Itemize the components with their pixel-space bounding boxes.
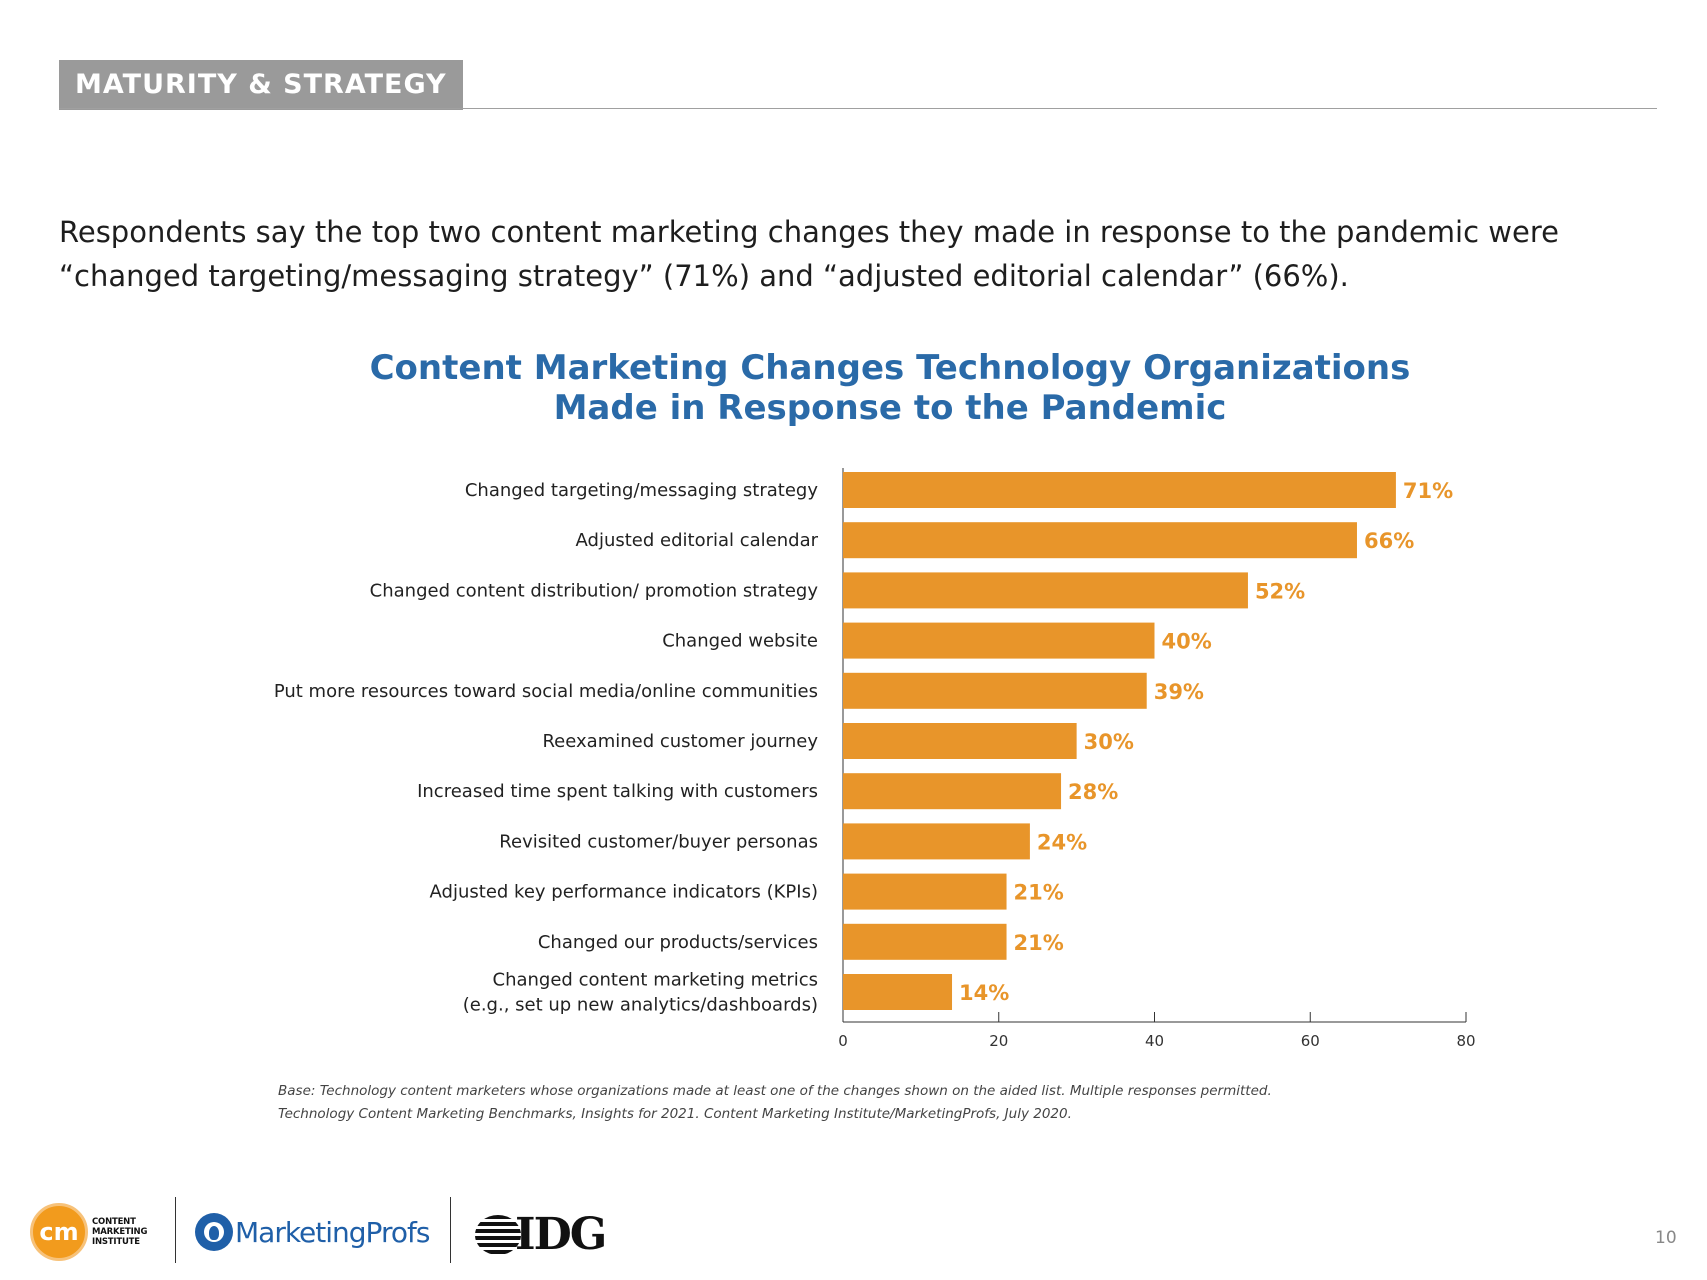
intro-text: Respondents say the top two content mark… <box>59 215 1559 293</box>
cmi-logo-line: INSTITUTE <box>92 1237 140 1247</box>
idg-wordmark: IDG <box>515 1209 607 1260</box>
x-tick-label: 40 <box>1145 1032 1164 1050</box>
x-tick-label: 60 <box>1301 1032 1320 1050</box>
value-label: 52% <box>1255 579 1305 603</box>
chart-title: Content Marketing Changes Technology Org… <box>300 348 1480 428</box>
category-label: Increased time spent talking with custom… <box>417 781 818 802</box>
value-label: 21% <box>1014 931 1064 955</box>
footnote-base: Base: Technology content marketers whose… <box>278 1083 1272 1099</box>
value-label: 39% <box>1154 680 1204 704</box>
category-label: Revisited customer/buyer personas <box>499 831 818 852</box>
cmi-logo: cm CONTENT MARKETING INSTITUTE <box>30 1203 180 1263</box>
category-label: Changed targeting/messaging strategy <box>465 480 818 501</box>
category-label: Changed content distribution/ promotion … <box>370 580 819 601</box>
category-label: Changed content marketing metrics <box>493 970 818 991</box>
value-label: 28% <box>1068 780 1118 804</box>
value-label: 24% <box>1037 830 1087 854</box>
category-label: Reexamined customer journey <box>542 731 818 752</box>
logo-divider <box>450 1197 451 1263</box>
marketingprofs-logo: MarketingProfs <box>195 1213 430 1257</box>
value-label: 30% <box>1084 730 1134 754</box>
idg-logo: IDG <box>475 1209 607 1260</box>
footnote-source: Technology Content Marketing Benchmarks,… <box>278 1106 1072 1122</box>
value-label: 71% <box>1403 479 1453 503</box>
bar <box>843 522 1357 559</box>
footnote: Base: Technology content marketers whose… <box>278 1080 1478 1126</box>
bar <box>843 974 953 1010</box>
x-tick-label: 80 <box>1456 1032 1475 1050</box>
idg-globe-icon <box>475 1214 521 1255</box>
chart-title-line-1: Content Marketing Changes Technology Org… <box>369 348 1411 388</box>
page-number: 10 <box>1655 1228 1677 1248</box>
bar <box>843 773 1062 810</box>
logo-divider <box>175 1197 176 1263</box>
bar <box>843 723 1077 759</box>
marketingprofs-icon <box>195 1213 233 1251</box>
category-label: (e.g., set up new analytics/dashboards) <box>463 995 818 1016</box>
cmi-logo-line: MARKETING <box>92 1227 148 1237</box>
category-label: Put more resources toward social media/o… <box>274 681 818 702</box>
section-tag: MATURITY & STRATEGY <box>59 60 463 110</box>
bar <box>843 622 1155 659</box>
cmi-logo-text: CONTENT MARKETING INSTITUTE <box>92 1217 182 1247</box>
category-label: Changed website <box>662 631 818 652</box>
x-tick-label: 0 <box>838 1032 848 1050</box>
cmi-logo-line: CONTENT <box>92 1217 136 1227</box>
value-label: 40% <box>1162 630 1212 654</box>
category-label: Adjusted editorial calendar <box>576 530 819 551</box>
header-rule <box>59 108 1657 109</box>
value-label: 21% <box>1014 881 1064 905</box>
value-label: 66% <box>1364 529 1414 553</box>
x-tick-label: 20 <box>989 1032 1008 1050</box>
bar <box>843 823 1030 860</box>
value-label: 14% <box>959 981 1009 1005</box>
bar <box>843 923 1007 960</box>
bar <box>843 873 1007 910</box>
chart-title-line-2: Made in Response to the Pandemic <box>553 388 1227 428</box>
bar <box>843 572 1248 609</box>
category-label: Changed our products/services <box>538 932 818 953</box>
bar <box>843 672 1147 709</box>
marketingprofs-wordmark: MarketingProfs <box>235 1215 430 1249</box>
category-label: Adjusted key performance indicators (KPI… <box>430 882 818 903</box>
cmi-logo-mark: cm <box>30 1203 88 1261</box>
bar <box>843 472 1396 508</box>
